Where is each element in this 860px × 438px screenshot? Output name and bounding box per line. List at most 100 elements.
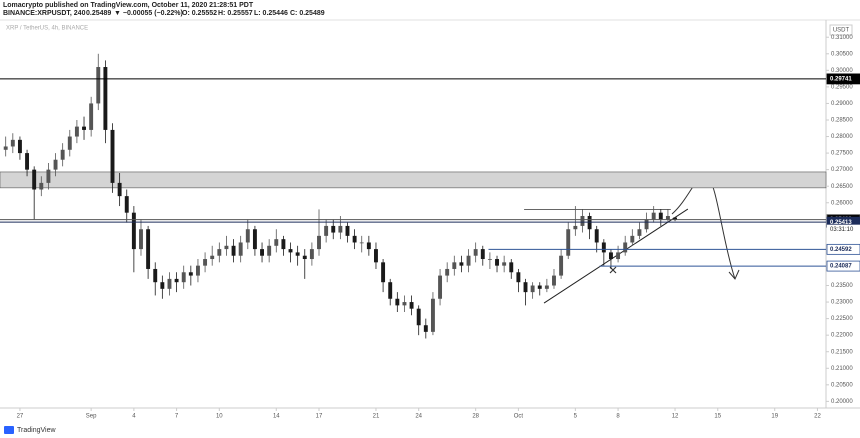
candle-body [452, 262, 457, 269]
candle-body [673, 217, 677, 220]
candle-body [480, 249, 485, 260]
candle-body [637, 229, 642, 236]
candle-body [139, 229, 143, 250]
candle-body [658, 212, 663, 220]
candle-body [117, 182, 122, 197]
candle-body [423, 325, 428, 332]
currency[interactable]: USDT [833, 28, 850, 34]
candle-body [317, 235, 321, 250]
x-tick-label: 12 [672, 414, 679, 420]
level-label-box [826, 260, 860, 272]
candle-body [644, 219, 649, 230]
candle-body [274, 239, 279, 246]
y-tick-label: 0.30500 [831, 51, 853, 57]
candle-body [523, 282, 528, 293]
candle-body [46, 169, 51, 183]
candle-body [167, 278, 172, 289]
x-tick-label: 21 [373, 414, 380, 420]
arrow-head [728, 269, 740, 280]
candle-body [338, 225, 343, 233]
candle-body [516, 272, 521, 283]
candle-body [131, 212, 136, 250]
candle-body [67, 136, 72, 150]
candle-body [146, 229, 151, 269]
candle-body [3, 146, 8, 150]
x-tick-label: 22 [814, 414, 821, 420]
candle-body [352, 235, 357, 243]
y-tick-label: 0.31000 [831, 35, 853, 41]
y-tick-label: 0.29000 [831, 101, 853, 107]
candle-body [495, 259, 499, 266]
candle-body [60, 149, 65, 160]
y-tick-label: 0.28500 [831, 118, 853, 124]
candle-body [388, 282, 393, 299]
candle-body [252, 229, 257, 250]
y-tick-label: 0.26000 [831, 200, 853, 206]
candle-body [74, 126, 79, 137]
candle-body [509, 262, 514, 273]
candle-body [195, 265, 200, 276]
y-tick-label: 0.20500 [831, 382, 853, 388]
candle-body [32, 169, 37, 190]
candle-body [110, 129, 115, 183]
candle-body [544, 285, 549, 289]
candle-body [82, 126, 86, 130]
candle-body [430, 298, 435, 332]
candle-body [580, 215, 585, 226]
trend-line [543, 208, 689, 304]
y-tick-label: 0.27500 [831, 151, 853, 157]
level-label: 0.24592 [830, 247, 852, 253]
currency-box[interactable] [829, 24, 853, 36]
candle-body [288, 249, 293, 253]
candle-body [402, 302, 407, 306]
candle-body [331, 225, 336, 233]
candle-body [502, 262, 507, 266]
candle-body [559, 255, 564, 276]
candle-body [188, 272, 193, 276]
x-tick-label: Sep [86, 414, 97, 420]
candle-body [537, 285, 542, 289]
candle-body [487, 259, 492, 260]
level-label: 0.25413 [830, 220, 852, 226]
candle-body [39, 182, 44, 190]
x-tick-label: 8 [616, 414, 620, 420]
level-label-box [826, 243, 860, 255]
candle-body [552, 275, 556, 286]
x-tick-label: 28 [472, 414, 479, 420]
candle-body [302, 255, 307, 260]
candle-body [608, 252, 613, 260]
candle-body [530, 285, 535, 293]
y-tick-label: 0.21500 [831, 349, 853, 355]
candle-body [17, 139, 22, 154]
countdown-box [827, 224, 860, 235]
candle-body [231, 245, 236, 256]
candle-body [238, 242, 243, 256]
x-tick-label: 10 [216, 414, 223, 420]
footer-brand: TradingView [17, 427, 56, 434]
candle-body [174, 278, 179, 283]
candle-body [566, 229, 571, 256]
x-tick-label: 19 [771, 414, 778, 420]
y-tick-label: 0.23000 [831, 300, 853, 306]
candle-body [260, 249, 264, 256]
candle-body [295, 252, 300, 256]
level-label: 0.24087 [830, 264, 852, 270]
footer [0, 423, 860, 438]
chart-legend: XRP / TetherUS, 4h, BINANCE [6, 26, 88, 32]
candle-body [25, 153, 30, 170]
candle-body [416, 308, 421, 326]
x-tick-label: Oct [514, 414, 524, 420]
x-tick-label: 15 [714, 414, 721, 420]
candle-body [96, 67, 101, 104]
candle-body [217, 249, 222, 256]
ohlc-low: L: 0.25446 [254, 10, 288, 17]
candle-body [395, 298, 400, 306]
last-price: 0.25489 [86, 10, 111, 17]
x-tick-label: 5 [574, 414, 578, 420]
candle-body [345, 225, 350, 236]
y-tick-label: 0.21000 [831, 366, 853, 372]
candle-body [210, 255, 215, 260]
candle-body [10, 139, 15, 147]
candle-body [153, 268, 158, 283]
